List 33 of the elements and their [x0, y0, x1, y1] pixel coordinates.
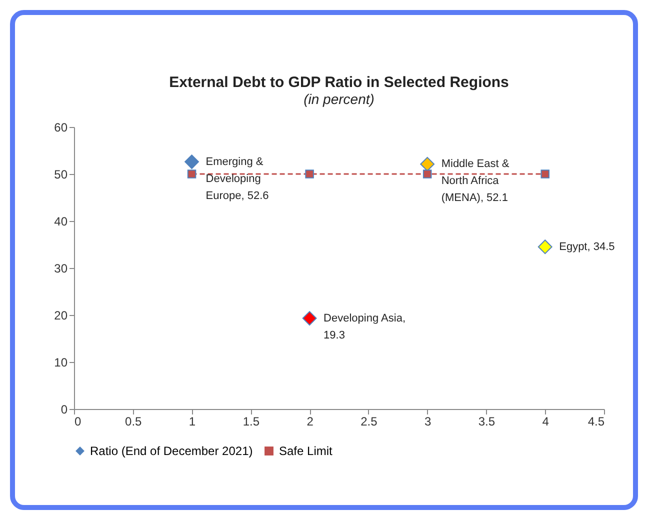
- point: [540, 170, 550, 178]
- annotation: Emerging & Developing Europe, 52.6: [206, 156, 269, 202]
- x-tick-label: 3: [424, 414, 432, 428]
- point: [187, 170, 196, 178]
- chart-title: External Debt to GDP Ratio in Selected Regions: [169, 74, 509, 91]
- x-tick-label: 2: [306, 414, 314, 428]
- y-tick-label: 0: [60, 402, 68, 416]
- point: [420, 156, 435, 172]
- x-tick-label: 3.5: [478, 414, 496, 428]
- x-tick-label: 0: [74, 414, 82, 428]
- x-tick-label: 0.5: [125, 414, 142, 428]
- y-tick-label: 30: [54, 262, 68, 276]
- annotation: Middle East & North Africa (MENA), 52.1: [441, 158, 510, 204]
- y-tick-label: 10: [54, 356, 68, 370]
- y-tick-label: 20: [54, 308, 68, 322]
- x-tick-label: 1: [188, 414, 196, 428]
- legend-label: Ratio (End of December 2021): [90, 444, 253, 458]
- x-tick-label: 4.5: [588, 414, 605, 428]
- point: [422, 170, 432, 178]
- x-tick-label: 2.5: [360, 414, 378, 428]
- point: [538, 240, 552, 254]
- x-tick-label: 4: [542, 414, 550, 428]
- point: [184, 154, 199, 169]
- legend-label: Safe Limit: [279, 444, 334, 458]
- annotation: Developing Asia, 19.3: [324, 312, 406, 342]
- point: [302, 311, 317, 326]
- point: [305, 170, 314, 178]
- y-tick-label: 40: [54, 214, 68, 228]
- annotation: Egypt, 34.5: [559, 240, 615, 253]
- y-tick-label: 60: [54, 120, 68, 134]
- x-tick-label: 1.5: [242, 414, 260, 428]
- chart-subtitle: (in percent): [304, 91, 374, 107]
- y-tick-label: 50: [54, 168, 68, 182]
